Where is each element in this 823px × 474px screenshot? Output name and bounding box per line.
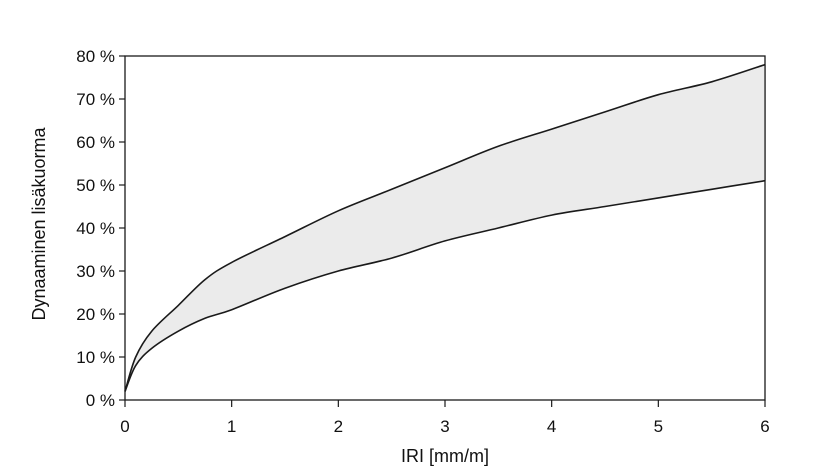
- lower-boundary-line: [124, 179, 766, 392]
- y-tick-label: 40 %: [76, 219, 115, 238]
- x-tick-label: 4: [547, 417, 556, 436]
- y-tick-label: 0 %: [86, 391, 115, 410]
- band-area: [125, 64, 765, 392]
- x-tick-label: 5: [654, 417, 663, 436]
- y-tick-label: 60 %: [76, 133, 115, 152]
- y-tick-label: 10 %: [76, 348, 115, 367]
- x-axis-title: IRI [mm/m]: [401, 446, 489, 466]
- y-axis-title: Dynaaminen lisäkuorma: [29, 126, 49, 320]
- upper-boundary-line: [124, 63, 766, 392]
- x-tick-label: 0: [120, 417, 129, 436]
- y-tick-label: 50 %: [76, 176, 115, 195]
- x-tick-label: 6: [760, 417, 769, 436]
- y-tick-label: 70 %: [76, 90, 115, 109]
- y-tick-label: 80 %: [76, 47, 115, 66]
- x-tick-label: 3: [440, 417, 449, 436]
- y-axis-ticks: 0 % 10 % 20 % 30 % 40 % 50 % 60 % 70 % 80 %: [76, 47, 125, 410]
- y-tick-label: 30 %: [76, 262, 115, 281]
- x-tick-label: 2: [334, 417, 343, 436]
- x-axis-ticks: 0 1 2 3 4 5 6: [120, 400, 770, 436]
- y-tick-label: 20 %: [76, 305, 115, 324]
- x-tick-label: 1: [227, 417, 236, 436]
